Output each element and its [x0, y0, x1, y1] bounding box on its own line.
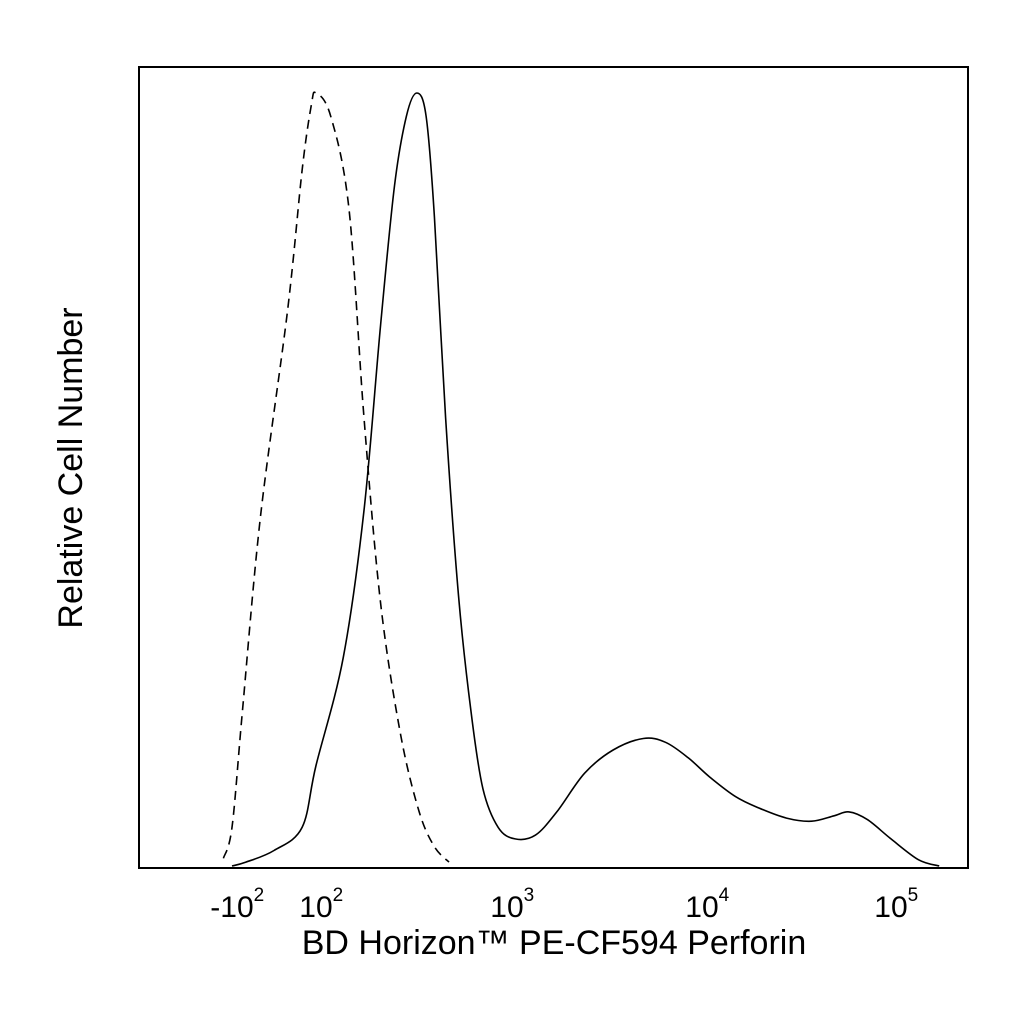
x-tick-label: 105	[874, 885, 918, 924]
x-axis-title: BD Horizon™ PE-CF594 Perforin	[302, 924, 807, 962]
x-tick-label: 104	[685, 885, 729, 924]
y-axis-title: Relative Cell Number	[52, 307, 90, 628]
plot-frame	[138, 66, 969, 869]
histogram-control-dashed	[222, 91, 450, 863]
series-layer	[222, 91, 940, 867]
x-tick-label: -102	[210, 885, 264, 924]
x-tick-label: 102	[299, 885, 343, 924]
histogram-stained-solid	[231, 92, 940, 867]
x-axis-ticks: -102 102 103 104 105	[210, 885, 918, 924]
x-tick-label: 103	[490, 885, 534, 924]
